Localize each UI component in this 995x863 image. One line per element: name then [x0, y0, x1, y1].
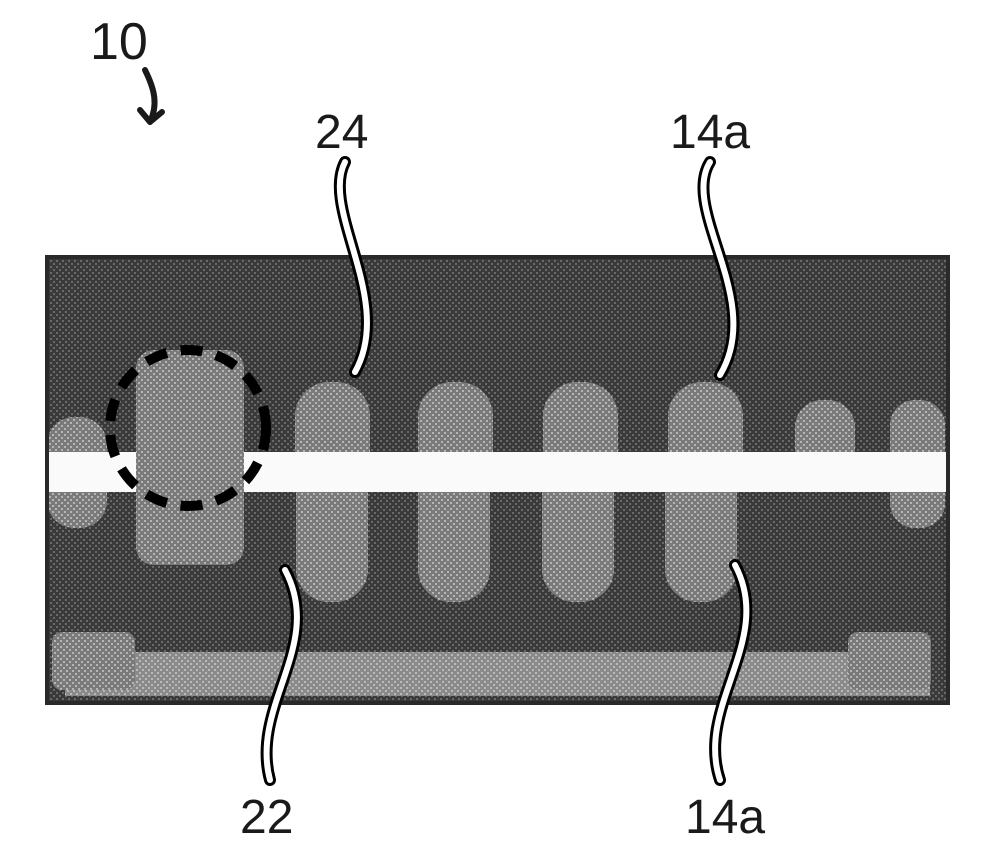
callout-label-14a-bottom: 14a — [685, 790, 765, 845]
bottom-tooth-2 — [418, 482, 490, 602]
callout-label-14a-top: 14a — [670, 105, 750, 160]
top-tooth-2 — [418, 382, 493, 462]
callout-label-24: 24 — [315, 105, 368, 160]
callout-label-22: 22 — [240, 790, 293, 845]
figure-canvas: 10 24 14a 22 14a — [0, 0, 995, 863]
corner-blob-0 — [52, 632, 135, 690]
top-tooth-1 — [295, 382, 370, 462]
corner-blob-1 — [848, 632, 931, 690]
lower-light-strip — [65, 652, 930, 696]
top-tooth-3 — [543, 382, 618, 462]
top-tooth-4 — [668, 382, 743, 462]
bottom-tooth-3 — [542, 482, 614, 602]
bottom-tooth-4 — [665, 482, 737, 602]
bottom-tooth-1 — [296, 482, 368, 602]
